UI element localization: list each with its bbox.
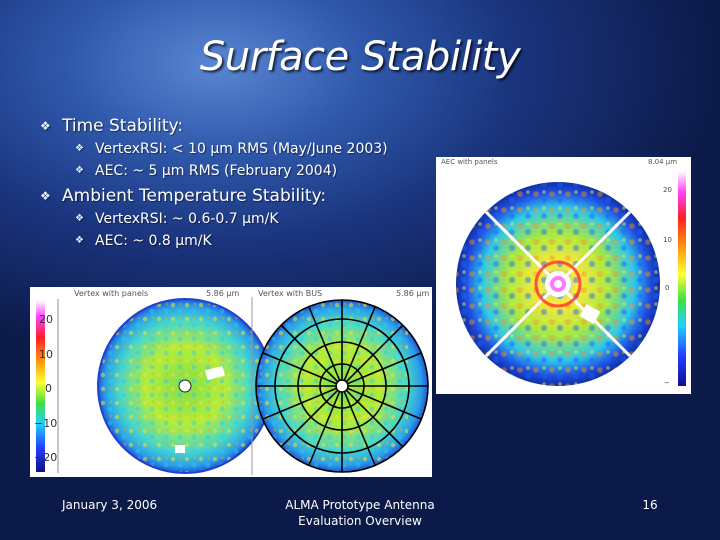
footer-title: ALMA Prototype Antenna Evaluation Overvi… xyxy=(260,497,460,529)
bullet-temperature-stability: ❖ Ambient Temperature Stability: xyxy=(40,184,388,208)
scale-tick: 20 xyxy=(663,186,672,194)
footer-title-line1: ALMA Prototype Antenna xyxy=(285,498,435,512)
bullet-icon: ❖ xyxy=(40,119,51,133)
bullet-time-stability: ❖ Time Stability: xyxy=(40,114,388,138)
sub-bullet: ❖ VertexRSI: < 10 μm RMS (May/June 2003) xyxy=(40,138,388,160)
bullet-text: Ambient Temperature Stability: xyxy=(62,186,327,206)
scale-tick: 10 xyxy=(663,236,672,244)
sub-bullet-text: VertexRSI: < 10 μm RMS (May/June 2003) xyxy=(95,141,388,157)
figure-aec-panels: AEC with panels 8.04 μm 20 10 0 − xyxy=(436,157,691,394)
surface-disc-middle xyxy=(255,299,429,473)
figure-header: Vertex with BUS xyxy=(258,289,322,298)
bullet-icon: ❖ xyxy=(75,235,84,246)
bullet-icon: ❖ xyxy=(75,165,84,176)
scale-tick: 0 xyxy=(45,382,52,395)
sub-bullet: ❖ AEC: ~ 0.8 μm/K xyxy=(40,230,388,252)
surface-map-vertex-panels: 20 10 0 −10 −20 Vertex with panels 5.86 … xyxy=(34,289,429,475)
footer-title-line2: Evaluation Overview xyxy=(298,514,422,528)
surface-map-aec-panels: AEC with panels 8.04 μm 20 10 0 − xyxy=(441,158,686,387)
bullet-list: ❖ Time Stability: ❖ VertexRSI: < 10 μm R… xyxy=(40,112,388,252)
figure-header: AEC with panels xyxy=(441,158,498,166)
figure-vertex-panels: 20 10 0 −10 −20 Vertex with panels 5.86 … xyxy=(30,287,432,477)
scale-tick: − xyxy=(664,379,670,387)
surface-disc-left xyxy=(97,298,273,474)
sub-bullet-text: AEC: ~ 5 μm RMS (February 2004) xyxy=(95,163,338,179)
figure-value: 5.86 μm xyxy=(396,289,429,298)
bullet-icon: ❖ xyxy=(40,189,51,203)
bullet-icon: ❖ xyxy=(75,213,84,224)
bullet-text: Time Stability: xyxy=(62,116,184,136)
scale-tick: −10 xyxy=(34,417,57,430)
footer-date: January 3, 2006 xyxy=(62,498,158,512)
sub-bullet-text: VertexRSI: ~ 0.6-0.7 μm/K xyxy=(95,211,279,227)
scale-tick: 10 xyxy=(39,348,53,361)
sub-bullet: ❖ VertexRSI: ~ 0.6-0.7 μm/K xyxy=(40,208,388,230)
scale-tick: −20 xyxy=(34,451,57,464)
figure-value: 8.04 μm xyxy=(648,158,677,166)
sub-bullet-text: AEC: ~ 0.8 μm/K xyxy=(95,233,212,249)
bullet-icon: ❖ xyxy=(75,143,84,154)
figure-value: 5.86 μm xyxy=(206,289,239,298)
sub-bullet: ❖ AEC: ~ 5 μm RMS (February 2004) xyxy=(40,160,388,182)
colorbar xyxy=(36,300,45,472)
scale-tick: 0 xyxy=(665,284,669,292)
colorbar xyxy=(678,171,686,386)
slide-title: Surface Stability xyxy=(199,34,521,80)
scale-tick: 20 xyxy=(39,313,53,326)
surface-disc-right xyxy=(456,182,660,386)
figure-header: Vertex with panels xyxy=(74,289,148,298)
page-number: 16 xyxy=(642,498,658,512)
